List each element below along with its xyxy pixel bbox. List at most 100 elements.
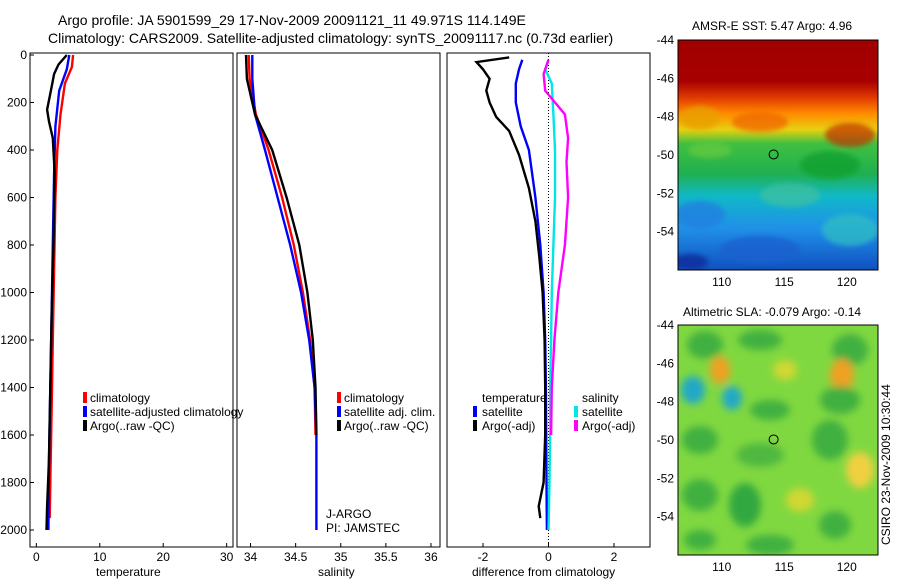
series-line-salinity-argo-adj- xyxy=(542,59,570,436)
depth-tick-labels: 0 200 400 600 800 1000 1200 1400 1600 1800 2000 xyxy=(0,48,27,537)
sla-lat-tick-labels: -44 -46 -48 -50 -52 -54 xyxy=(657,318,675,524)
lat-tick-label: -46 xyxy=(657,356,675,370)
x-tick-label: 34 xyxy=(244,550,258,564)
y-tick-label: 1400 xyxy=(0,381,27,395)
figure-title-line2: Climatology: CARS2009. Satellite-adjuste… xyxy=(48,30,613,46)
legend-label-temp-argo: Argo(-adj) xyxy=(482,419,535,433)
lon-tick-label: 120 xyxy=(837,275,857,289)
x-tick-label: -2 xyxy=(478,550,489,564)
y-tick-label: 1800 xyxy=(0,476,27,490)
x-tick-label: 10 xyxy=(93,550,107,564)
salinity-panel: 34 34.5 35 35.5 36 salinity climatology sate… xyxy=(236,52,441,579)
legend-label-climatology: climatology xyxy=(344,391,404,405)
lat-tick-label: -48 xyxy=(657,395,675,409)
y-tick-label: 1000 xyxy=(0,286,27,300)
sla-map-panel: Altimetric SLA: -0.079 Argo: -0.14 xyxy=(657,305,879,574)
difference-plot-area xyxy=(474,53,615,547)
y-tick-label: 1200 xyxy=(0,333,27,347)
lon-tick-label: 120 xyxy=(837,560,857,574)
figure-title-line1: Argo profile: JA 5901599_29 17-Nov-2009 … xyxy=(58,12,526,28)
legend-label-satellite: satellite adj. clim. xyxy=(344,405,435,419)
x-tick-label: 34.5 xyxy=(284,550,308,564)
sst-lon-tick-labels: 110 115 120 xyxy=(712,275,857,289)
difference-legend: temperature satellite Argo(-adj) salinit… xyxy=(473,391,635,433)
legend-label-temp-satellite: satellite xyxy=(482,405,523,419)
lat-tick-label: -52 xyxy=(657,471,675,485)
legend-label-satellite: satellite-adjusted climatology xyxy=(90,405,243,419)
x-tick-label: 35.5 xyxy=(374,550,398,564)
y-tick-label: 0 xyxy=(20,48,27,62)
sst-map-frame xyxy=(677,39,879,271)
legend-swatch-satellite xyxy=(83,406,87,417)
lat-tick-label: -50 xyxy=(657,433,675,447)
sst-map-panel: AMSR-E SST: 5.47 Argo: 4.96 xyxy=(657,19,879,289)
legend-swatch-temp-satellite xyxy=(473,406,477,417)
sst-map-image xyxy=(678,40,878,270)
lon-tick-label: 115 xyxy=(775,275,794,289)
temperature-axis-label: temperature xyxy=(96,565,161,579)
x-tick-label: 20 xyxy=(157,550,171,564)
legend-swatch-climatology xyxy=(83,392,87,403)
difference-axes-frame xyxy=(446,52,651,548)
lat-tick-label: -44 xyxy=(657,318,675,332)
salinity-axis-label: salinity xyxy=(318,565,355,579)
y-tick-label: 2000 xyxy=(0,523,27,537)
legend-label-sal-argo: Argo(-adj) xyxy=(582,419,635,433)
x-tick-label: 2 xyxy=(611,550,618,564)
series-line-climatology xyxy=(247,54,317,436)
annotation-pi: PI: JAMSTEC xyxy=(326,521,400,535)
difference-panel: -2 0 2 difference from climatology tempera… xyxy=(446,52,651,579)
legend-label-sal-satellite: satellite xyxy=(582,405,623,419)
difference-axis-label: difference from climatology xyxy=(472,565,615,579)
series-line-argo-raw-qc- xyxy=(45,54,68,531)
salinity-legend: climatology satellite adj. clim. Argo(..… xyxy=(337,391,435,433)
legend-title-salinity: salinity xyxy=(582,391,619,405)
legend-label-argo: Argo(..raw -QC) xyxy=(90,419,175,433)
lon-tick-label: 110 xyxy=(712,560,731,574)
series-line-argo-raw-qc- xyxy=(244,54,318,436)
legend-label-climatology: climatology xyxy=(90,391,150,405)
lat-tick-label: -44 xyxy=(657,33,675,47)
sst-argo-location-marker xyxy=(768,149,779,160)
legend-swatch-satellite xyxy=(337,406,341,417)
sst-lat-tick-labels: -44 -46 -48 -50 -52 -54 xyxy=(657,33,675,239)
annotation-j-argo: J-ARGO xyxy=(326,507,371,521)
legend-swatch-sal-satellite xyxy=(574,406,578,417)
lon-tick-label: 115 xyxy=(775,560,794,574)
temperature-axes-frame xyxy=(29,52,234,548)
x-tick-label: 35 xyxy=(334,550,348,564)
salinity-plot-area xyxy=(244,54,432,547)
credit-timestamp: CSIRO 23-Nov-2009 10:30:44 xyxy=(879,384,893,545)
y-tick-label: 800 xyxy=(7,238,27,252)
lat-tick-label: -50 xyxy=(657,148,675,162)
x-tick-label: 0 xyxy=(33,550,40,564)
sla-argo-location-marker xyxy=(768,434,779,445)
temperature-panel: 0 200 400 600 800 1000 1200 1400 1600 1800 2000 0 1… xyxy=(0,48,243,579)
y-tick-label: 600 xyxy=(7,191,27,205)
x-tick-label: 30 xyxy=(220,550,234,564)
lat-tick-label: -54 xyxy=(657,510,675,524)
x-tick-label: 36 xyxy=(424,550,438,564)
lat-tick-label: -52 xyxy=(657,186,675,200)
legend-title-temperature: temperature xyxy=(482,391,547,405)
legend-swatch-argo xyxy=(337,420,341,431)
legend-swatch-argo xyxy=(83,420,87,431)
legend-swatch-climatology xyxy=(337,392,341,403)
sla-lon-tick-labels: 110 115 120 xyxy=(712,560,857,574)
series-line-temperature-argo-adj- xyxy=(474,56,547,519)
legend-swatch-temp-argo xyxy=(473,420,477,431)
x-tick-label: 0 xyxy=(545,550,552,564)
legend-swatch-sal-argo xyxy=(574,420,578,431)
sst-map-title: AMSR-E SST: 5.47 Argo: 4.96 xyxy=(692,19,852,33)
lat-tick-label: -46 xyxy=(657,71,675,85)
salinity-tick-labels: 34 34.5 35 35.5 36 xyxy=(244,550,438,564)
temperature-legend: climatology satellite-adjusted climatolo… xyxy=(83,391,243,433)
salinity-axes-frame xyxy=(236,52,441,548)
y-tick-label: 400 xyxy=(7,143,27,157)
difference-tick-labels: -2 0 2 xyxy=(478,550,618,564)
temperature-plot-area xyxy=(30,54,228,547)
legend-label-argo: Argo(..raw -QC) xyxy=(344,419,429,433)
sla-map-frame xyxy=(677,324,879,556)
lat-tick-label: -48 xyxy=(657,110,675,124)
